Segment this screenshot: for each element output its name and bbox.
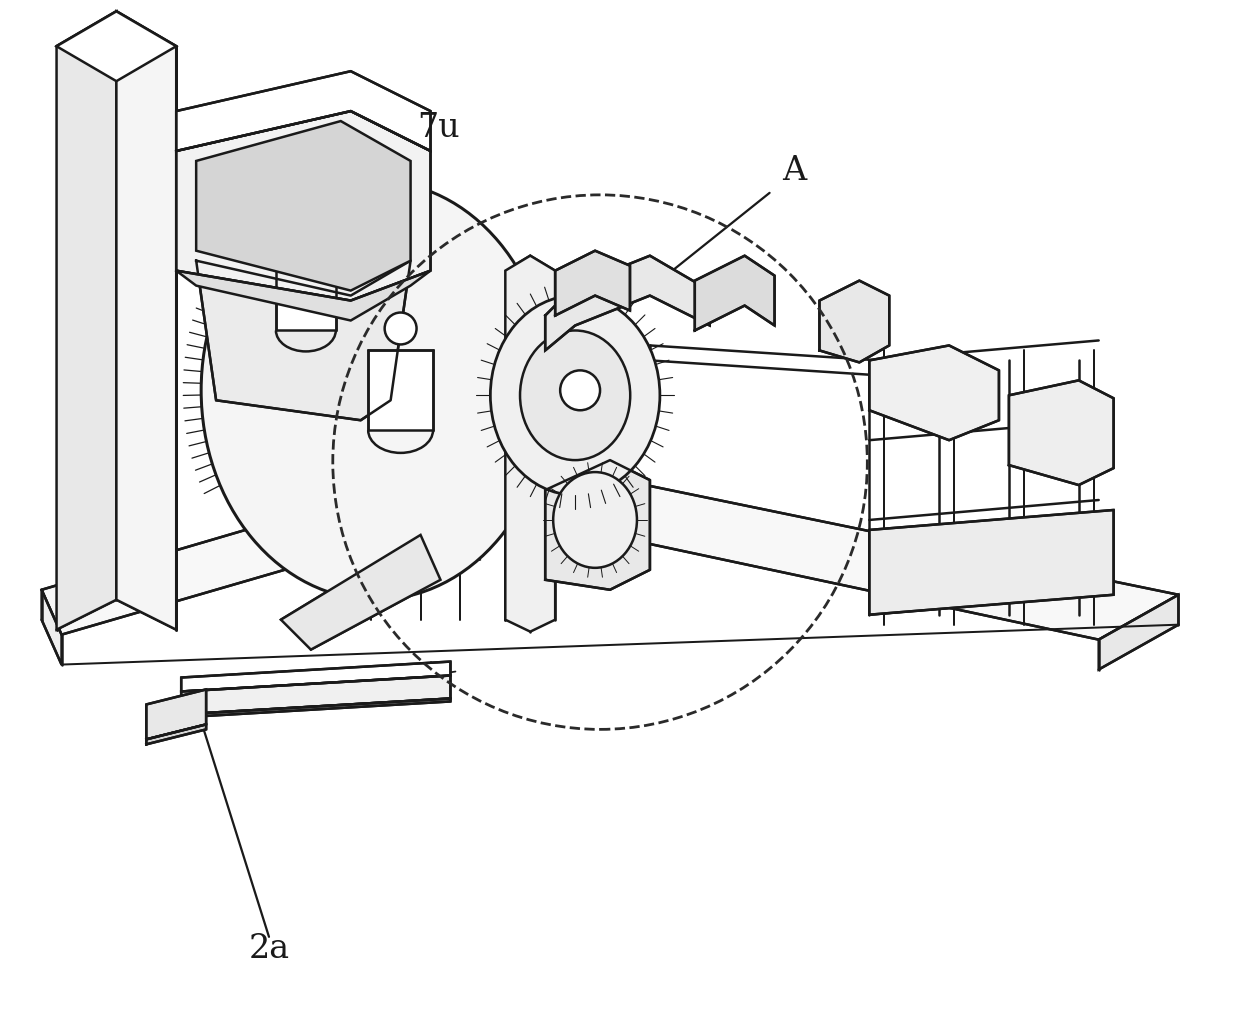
Polygon shape <box>176 271 430 320</box>
Polygon shape <box>869 345 999 440</box>
Circle shape <box>384 312 417 344</box>
Polygon shape <box>1099 595 1178 670</box>
Polygon shape <box>196 261 410 420</box>
Text: A: A <box>782 155 807 187</box>
Polygon shape <box>42 590 62 665</box>
Polygon shape <box>869 510 1114 615</box>
Polygon shape <box>277 256 336 330</box>
Polygon shape <box>146 724 206 744</box>
Text: 2a: 2a <box>248 933 289 965</box>
Polygon shape <box>368 350 433 430</box>
Polygon shape <box>694 256 775 330</box>
Polygon shape <box>556 250 630 315</box>
Polygon shape <box>146 690 206 739</box>
Polygon shape <box>181 662 450 692</box>
Polygon shape <box>820 281 889 363</box>
Ellipse shape <box>490 296 660 495</box>
Polygon shape <box>546 256 709 350</box>
Polygon shape <box>181 676 450 714</box>
Circle shape <box>560 371 600 410</box>
Polygon shape <box>1009 381 1114 485</box>
Polygon shape <box>176 111 430 301</box>
Polygon shape <box>117 11 176 629</box>
Ellipse shape <box>520 330 630 461</box>
Polygon shape <box>181 699 450 717</box>
Polygon shape <box>546 461 650 590</box>
Polygon shape <box>57 11 117 629</box>
Polygon shape <box>281 535 440 649</box>
Ellipse shape <box>553 472 637 568</box>
Circle shape <box>290 220 322 251</box>
Polygon shape <box>42 456 1178 639</box>
Polygon shape <box>506 256 556 631</box>
Polygon shape <box>57 11 176 81</box>
Text: 7u: 7u <box>417 112 460 144</box>
Polygon shape <box>176 71 430 150</box>
Polygon shape <box>196 121 410 291</box>
Ellipse shape <box>201 181 551 600</box>
